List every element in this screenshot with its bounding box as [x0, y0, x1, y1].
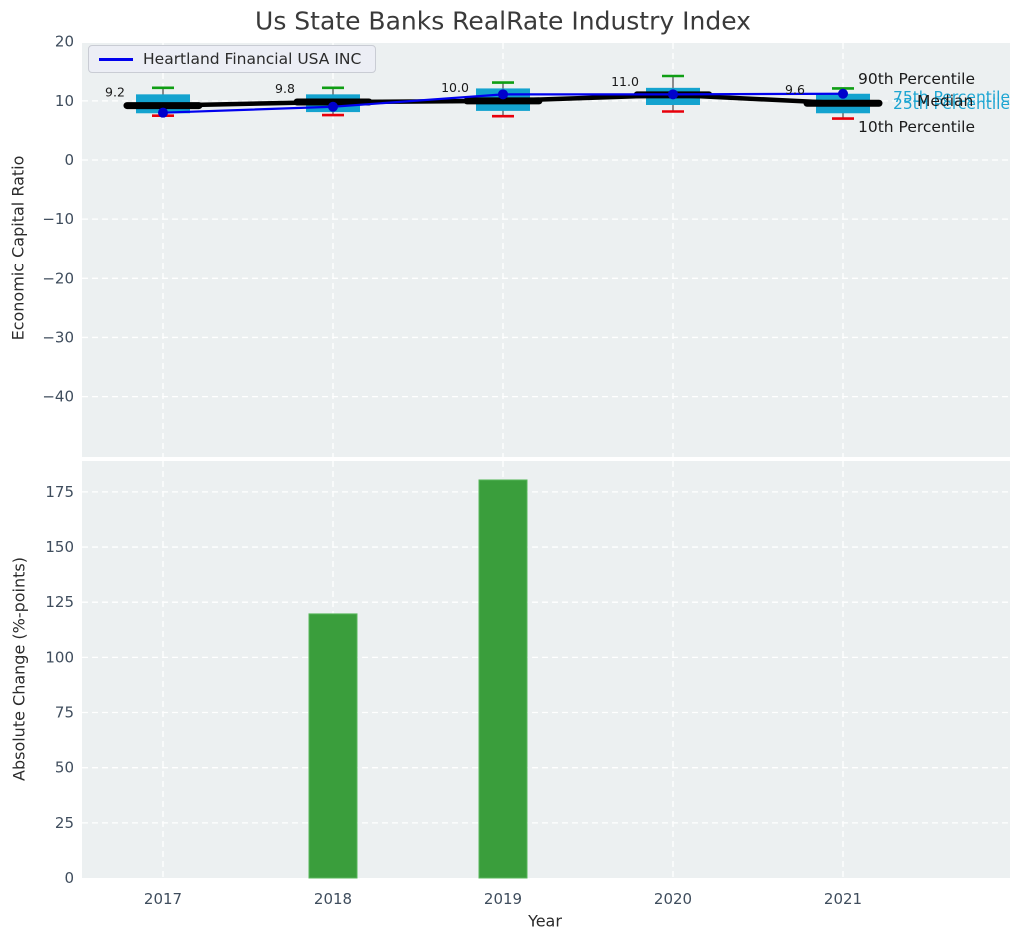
- x-axis-label: Year: [528, 911, 562, 931]
- median-value-label: 9.2: [105, 85, 125, 100]
- top-y-tick-label: −20: [42, 269, 74, 287]
- chart-title: Us State Banks RealRate Industry Index: [255, 6, 751, 36]
- legend-line-swatch: [99, 57, 133, 61]
- bottom-y-axis-label: Absolute Change (%-points): [9, 557, 29, 781]
- annotation-75th-percentile: 75th Percentile: [893, 88, 1011, 106]
- top-y-axis-label: Economic Capital Ratio: [8, 155, 28, 341]
- x-tick-label: 2018: [314, 890, 352, 908]
- company-series-marker: [498, 89, 508, 100]
- bottom-plot-background: [82, 461, 1010, 878]
- bottom-y-tick-label: 25: [55, 814, 74, 832]
- company-series-marker: [838, 88, 848, 99]
- bottom-y-tick-label: 125: [45, 593, 74, 611]
- legend-label: Heartland Financial USA INC: [143, 50, 362, 68]
- bottom-y-tick-label: 175: [45, 483, 74, 501]
- median-value-label: 10.0: [441, 80, 469, 95]
- x-tick-label: 2017: [144, 890, 182, 908]
- company-series-marker: [668, 89, 678, 100]
- x-tick-label: 2020: [654, 890, 692, 908]
- top-y-tick-label: −10: [42, 210, 74, 228]
- company-series-marker: [328, 101, 338, 112]
- bottom-y-tick-label: 150: [45, 538, 74, 556]
- annotation-25th-percentile: 25th Percentile: [893, 95, 1011, 113]
- x-tick-label: 2021: [824, 890, 862, 908]
- top-y-tick-label: 0: [64, 151, 74, 169]
- median-value-label: 9.8: [275, 81, 295, 96]
- bottom-y-tick-label: 50: [55, 759, 74, 777]
- bottom-y-tick-label: 75: [55, 704, 74, 722]
- top-y-tick-label: 10: [55, 92, 74, 110]
- legend: Heartland Financial USA INC: [88, 45, 377, 73]
- median-value-label: 9.6: [785, 82, 805, 97]
- annotation-median: Median: [917, 92, 974, 110]
- annotation-90th-percentile: 90th Percentile: [858, 70, 976, 88]
- bottom-y-tick-label: 100: [45, 648, 74, 666]
- company-series-marker: [158, 107, 168, 118]
- top-y-tick-label: −40: [42, 388, 74, 406]
- bottom-y-tick-label: 0: [64, 869, 74, 887]
- bar-2019: [478, 479, 528, 879]
- x-tick-label: 2019: [484, 890, 522, 908]
- annotation-10th-percentile: 10th Percentile: [858, 118, 976, 136]
- bar-2018: [308, 613, 358, 879]
- top-y-tick-label: 20: [55, 33, 74, 51]
- top-y-tick-label: −30: [42, 328, 74, 346]
- median-value-label: 11.0: [611, 74, 639, 89]
